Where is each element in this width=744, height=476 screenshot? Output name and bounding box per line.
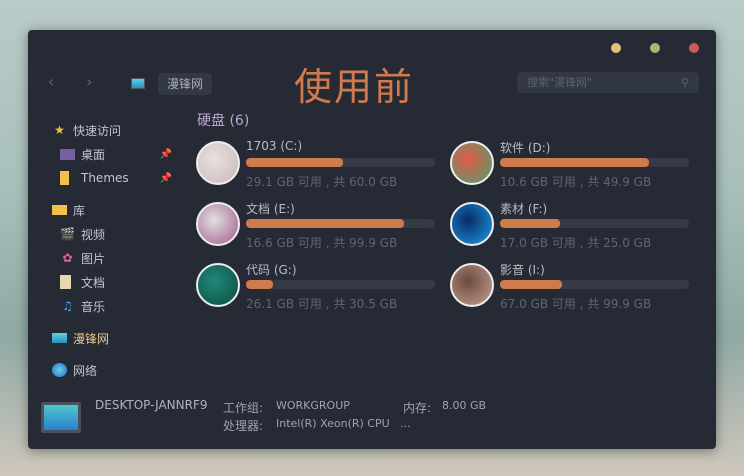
sidebar-item-this-pc[interactable]: 漫锋网 <box>52 326 202 350</box>
drive-usage-bar <box>500 280 689 289</box>
drive-item[interactable]: 软件 (D:) 10.6 GB 可用 , 共 49.9 GB <box>450 141 695 195</box>
explorer-window: ‹ › 漫锋网 使用前 搜索"漫锋网" ⚲ ★ 快速访问 桌面 📌 Themes 📌 库… <box>28 30 716 449</box>
drive-avatar <box>196 202 240 246</box>
pin-icon[interactable]: 📌 <box>159 148 172 160</box>
workgroup-value: WORKGROUP <box>276 399 350 412</box>
drive-item[interactable]: 代码 (G:) 26.1 GB 可用 , 共 30.5 GB <box>196 263 441 317</box>
back-button[interactable]: ‹ <box>48 72 55 91</box>
cpu-value: Intel(R) Xeon(R) CPU ... <box>276 417 411 430</box>
label: 漫锋网 <box>73 331 110 346</box>
drive-usage-bar <box>246 280 435 289</box>
pictures-icon: ✿ <box>62 251 73 265</box>
search-icon: ⚲ <box>680 76 689 89</box>
drive-usage-fill <box>246 158 344 167</box>
drive-avatar <box>450 141 494 185</box>
forward-button[interactable]: › <box>86 72 93 91</box>
drive-name: 软件 (D:) <box>500 141 551 155</box>
drive-space: 17.0 GB 可用 , 共 25.0 GB <box>500 236 652 250</box>
drive-item[interactable]: 1703 (C:) 29.1 GB 可用 , 共 60.0 GB <box>196 139 441 195</box>
label: 文档 <box>81 275 106 290</box>
drive-item[interactable]: 影音 (I:) 67.0 GB 可用 , 共 99.9 GB <box>450 263 695 317</box>
memory-label: 内存: <box>403 401 432 415</box>
drive-space: 29.1 GB 可用 , 共 60.0 GB <box>246 175 398 189</box>
label: 图片 <box>81 251 106 266</box>
label: 网络 <box>73 363 98 378</box>
maximize-button[interactable] <box>650 43 660 53</box>
drive-space: 16.6 GB 可用 , 共 99.9 GB <box>246 236 398 250</box>
minimize-button[interactable] <box>611 43 621 53</box>
cpu-label: 处理器: <box>223 419 264 433</box>
drive-space: 10.6 GB 可用 , 共 49.9 GB <box>500 175 652 189</box>
drive-usage-bar <box>500 158 689 167</box>
search-input[interactable]: 搜索"漫锋网" ⚲ <box>517 72 699 93</box>
sidebar-item-music[interactable]: ♫ 音乐 <box>52 294 202 318</box>
drive-space: 67.0 GB 可用 , 共 99.9 GB <box>500 297 652 311</box>
drive-avatar <box>196 141 240 185</box>
label: 音乐 <box>81 299 106 314</box>
drive-name: 文档 (E:) <box>246 202 295 216</box>
sidebar-item-documents[interactable]: 文档 <box>52 270 202 294</box>
star-icon: ★ <box>54 123 65 137</box>
breadcrumb[interactable]: 漫锋网 <box>158 73 213 95</box>
drive-avatar <box>196 263 240 307</box>
drive-usage-bar <box>246 158 435 167</box>
document-icon <box>60 275 71 289</box>
computer-icon <box>131 78 145 89</box>
overlay-title: 使用前 <box>294 65 415 109</box>
search-placeholder: 搜索"漫锋网" <box>527 76 593 89</box>
desktop-icon <box>60 148 75 160</box>
drive-avatar <box>450 202 494 246</box>
drive-usage-fill <box>500 280 563 289</box>
drive-name: 影音 (I:) <box>500 263 545 277</box>
sidebar-item-pictures[interactable]: ✿ 图片 <box>52 246 202 270</box>
sidebar-item-library[interactable]: 库 <box>52 198 202 222</box>
drive-avatar <box>450 263 494 307</box>
computer-icon <box>52 333 67 343</box>
drive-usage-bar <box>500 219 689 228</box>
drive-name: 1703 (C:) <box>246 139 303 153</box>
label: 视频 <box>81 227 106 242</box>
drive-usage-fill <box>246 219 404 228</box>
drive-usage-fill <box>500 219 561 228</box>
video-icon: 🎬 <box>60 227 75 241</box>
label: 库 <box>73 203 86 218</box>
close-button[interactable] <box>689 43 699 53</box>
sidebar: ★ 快速访问 桌面 📌 Themes 📌 库 🎬 视频 ✿ 图片 文档 ♫ 音乐 漫锋网 网… <box>52 118 202 382</box>
drive-space: 26.1 GB 可用 , 共 30.5 GB <box>246 297 398 311</box>
drive-usage-bar <box>246 219 435 228</box>
drive-usage-fill <box>246 280 274 289</box>
drive-item[interactable]: 文档 (E:) 16.6 GB 可用 , 共 99.9 GB <box>196 202 441 256</box>
computer-name: DESKTOP-JANNRF9 <box>95 398 208 412</box>
library-folder-icon <box>52 205 67 215</box>
drive-name: 代码 (G:) <box>246 263 297 277</box>
drive-item[interactable]: 素材 (F:) 17.0 GB 可用 , 共 25.0 GB <box>450 202 695 256</box>
folder-icon <box>60 171 69 185</box>
network-icon <box>52 363 67 377</box>
sidebar-item-network[interactable]: 网络 <box>52 358 202 382</box>
sidebar-item-desktop[interactable]: 桌面 📌 <box>52 142 202 166</box>
memory-value: 8.00 GB <box>442 399 487 412</box>
sidebar-item-themes[interactable]: Themes 📌 <box>52 166 202 190</box>
label: Themes <box>81 171 129 185</box>
drive-name: 素材 (F:) <box>500 202 548 216</box>
drive-usage-fill <box>500 158 650 167</box>
section-title: 硬盘 (6) <box>197 113 250 129</box>
music-icon: ♫ <box>62 299 73 313</box>
workgroup-label: 工作组: <box>223 401 264 415</box>
label: 快速访问 <box>73 123 122 138</box>
sidebar-item-quick-access[interactable]: ★ 快速访问 <box>52 118 202 142</box>
computer-icon <box>41 402 81 433</box>
sidebar-item-videos[interactable]: 🎬 视频 <box>52 222 202 246</box>
label: 桌面 <box>81 147 106 162</box>
pin-icon[interactable]: 📌 <box>159 172 172 184</box>
